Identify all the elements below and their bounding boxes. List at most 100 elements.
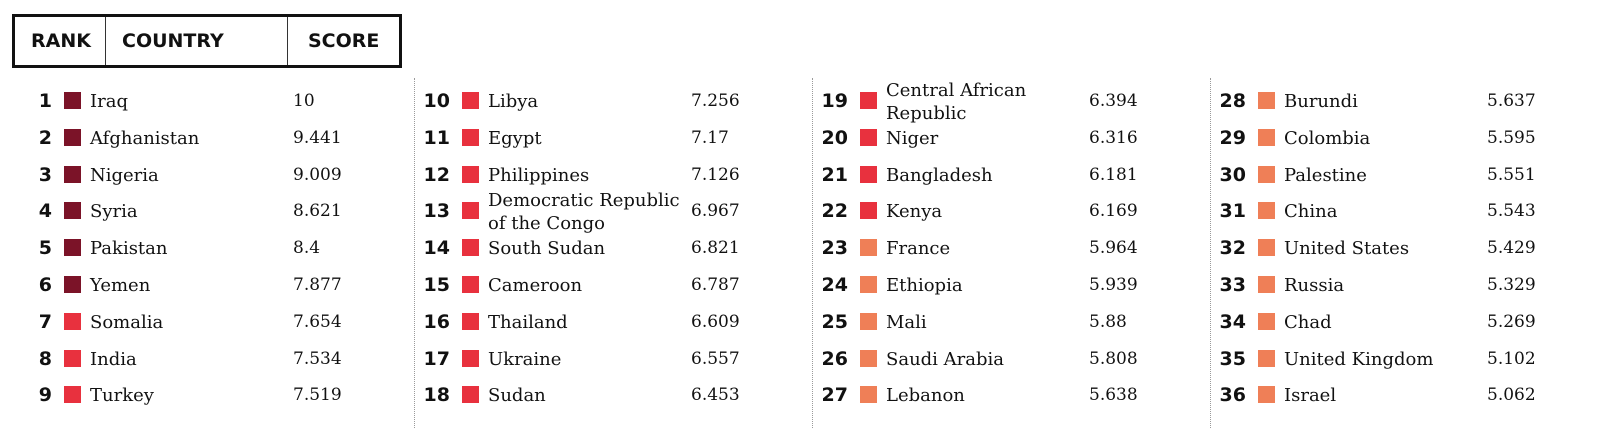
country-name: Russia bbox=[1284, 275, 1345, 296]
score-value: 7.17 bbox=[691, 127, 729, 148]
score-value: 6.821 bbox=[691, 238, 740, 259]
table-row: 17 Ukraine 6.557 bbox=[408, 345, 798, 375]
tier-swatch bbox=[1258, 386, 1275, 404]
tier-swatch bbox=[1258, 276, 1275, 293]
rank-value: 23 bbox=[821, 237, 848, 260]
score-value: 5.102 bbox=[1487, 348, 1536, 369]
tier-swatch bbox=[64, 92, 81, 109]
score-value: 9.009 bbox=[293, 164, 342, 185]
score-value: 6.787 bbox=[691, 275, 740, 295]
tier-swatch bbox=[1258, 92, 1275, 109]
score-value: 5.637 bbox=[1487, 91, 1536, 111]
table-row: 36 Israel 5.062 bbox=[1204, 381, 1594, 411]
score-value: 10 bbox=[293, 91, 315, 111]
table-row: 21 Bangladesh 6.181 bbox=[806, 161, 1196, 191]
table-row: 12 Philippines 7.126 bbox=[408, 161, 798, 191]
score-value: 5.808 bbox=[1089, 348, 1138, 369]
score-value: 6.453 bbox=[691, 385, 740, 406]
score-value: 7.256 bbox=[691, 91, 740, 111]
tier-swatch bbox=[860, 202, 877, 220]
column-divider bbox=[1210, 78, 1211, 428]
table-row: 32 United States 5.429 bbox=[1204, 234, 1594, 264]
table-row: 31 China 5.543 bbox=[1204, 197, 1594, 227]
rank-value: 14 bbox=[423, 237, 450, 260]
tier-swatch bbox=[860, 92, 877, 109]
country-name: China bbox=[1284, 201, 1338, 223]
country-name: Mali bbox=[886, 311, 927, 333]
tier-swatch bbox=[860, 312, 877, 330]
column-divider bbox=[812, 78, 813, 428]
score-value: 5.638 bbox=[1089, 385, 1138, 406]
table-row: 15 Cameroon 6.787 bbox=[408, 271, 798, 301]
rank-value: 15 bbox=[423, 274, 450, 296]
rank-value: 21 bbox=[821, 163, 848, 186]
country-name: Pakistan bbox=[90, 238, 168, 260]
tier-swatch bbox=[860, 386, 877, 404]
country-name: Turkey bbox=[90, 385, 154, 407]
country-name: Colombia bbox=[1284, 127, 1371, 149]
score-value: 5.964 bbox=[1089, 238, 1138, 259]
score-value: 6.557 bbox=[691, 348, 740, 369]
tier-swatch bbox=[1258, 165, 1275, 183]
table-row: 35 United Kingdom 5.102 bbox=[1204, 345, 1594, 375]
score-value: 6.394 bbox=[1089, 91, 1138, 111]
rank-value: 11 bbox=[423, 126, 450, 149]
rank-value: 10 bbox=[423, 90, 450, 112]
table-row: 28 Burundi 5.637 bbox=[1204, 87, 1594, 117]
tier-swatch bbox=[1258, 349, 1275, 367]
score-value: 5.329 bbox=[1487, 275, 1536, 295]
tier-swatch bbox=[64, 165, 81, 183]
tier-swatch bbox=[64, 202, 81, 220]
table-row: 5 Pakistan 8.4 bbox=[10, 234, 400, 264]
country-name: Saudi Arabia bbox=[886, 348, 1005, 370]
rank-value: 7 bbox=[38, 310, 52, 333]
country-name: Somalia bbox=[90, 311, 164, 333]
tier-swatch bbox=[64, 386, 81, 404]
tier-swatch bbox=[64, 276, 81, 293]
score-value: 9.441 bbox=[293, 127, 342, 148]
rank-value: 22 bbox=[821, 200, 848, 223]
tier-swatch bbox=[462, 312, 479, 330]
country-name: Ukraine bbox=[488, 348, 562, 370]
rank-value: 1 bbox=[38, 90, 52, 112]
rank-value: 6 bbox=[38, 274, 52, 296]
table-row: 24 Ethiopia 5.939 bbox=[806, 271, 1196, 301]
score-value: 7.534 bbox=[293, 348, 342, 369]
tier-swatch bbox=[64, 128, 81, 146]
rank-value: 17 bbox=[423, 347, 450, 370]
table-row: 33 Russia 5.329 bbox=[1204, 271, 1594, 301]
country-name: Bangladesh bbox=[886, 164, 993, 186]
tier-swatch bbox=[462, 349, 479, 367]
country-name: Central African Republic bbox=[886, 80, 1027, 124]
score-value: 5.595 bbox=[1487, 127, 1536, 148]
table-row: 1 Iraq 10 bbox=[10, 87, 400, 117]
rank-value: 33 bbox=[1219, 274, 1246, 296]
country-name: India bbox=[90, 348, 137, 370]
score-value: 5.543 bbox=[1487, 201, 1536, 222]
tier-swatch bbox=[64, 349, 81, 367]
score-value: 5.88 bbox=[1089, 311, 1127, 332]
table-row: 7 Somalia 7.654 bbox=[10, 308, 400, 338]
country-name: France bbox=[886, 238, 951, 260]
rank-value: 35 bbox=[1219, 347, 1246, 370]
table-row: 9 Turkey 7.519 bbox=[10, 381, 400, 411]
tier-swatch bbox=[860, 128, 877, 146]
country-name: Thailand bbox=[488, 311, 568, 333]
score-value: 8.4 bbox=[293, 238, 321, 259]
rank-value: 31 bbox=[1219, 200, 1246, 223]
tier-swatch bbox=[462, 239, 479, 257]
rank-value: 16 bbox=[423, 310, 450, 333]
table-row: 16 Thailand 6.609 bbox=[408, 308, 798, 338]
tier-swatch bbox=[462, 92, 479, 109]
country-name: South Sudan bbox=[488, 238, 606, 260]
country-name: Palestine bbox=[1284, 164, 1367, 186]
table-row: 2 Afghanistan 9.441 bbox=[10, 124, 400, 154]
table-row: 3 Nigeria 9.009 bbox=[10, 161, 400, 191]
score-value: 8.621 bbox=[293, 201, 342, 222]
score-value: 5.062 bbox=[1487, 385, 1536, 406]
rank-value: 4 bbox=[38, 200, 52, 223]
score-value: 6.181 bbox=[1089, 164, 1138, 185]
country-name: Israel bbox=[1284, 385, 1337, 407]
rank-value: 18 bbox=[423, 384, 450, 407]
